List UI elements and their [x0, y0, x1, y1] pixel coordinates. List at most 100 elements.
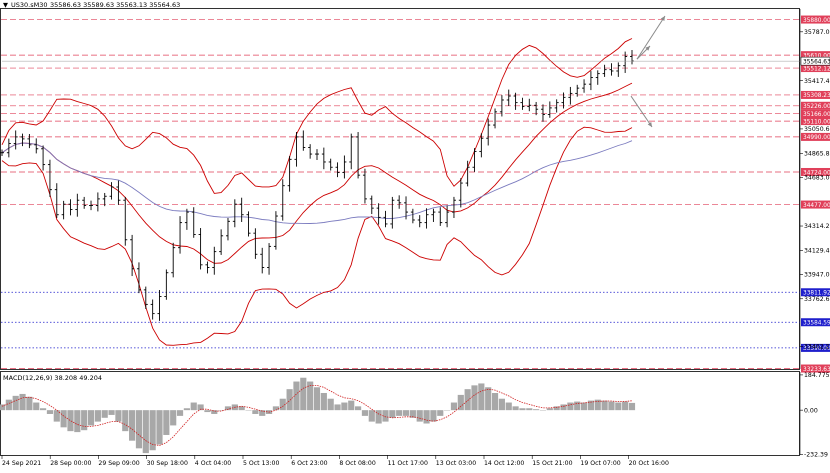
time-tick-label-3: 30 Sep 18:00	[147, 460, 188, 467]
macd-hist-bar-13	[88, 410, 94, 425]
macd-hist-bar-7	[47, 410, 53, 414]
macd-hist-bar-21	[143, 410, 149, 453]
symbol-dropdown-icon[interactable]: ▼	[3, 1, 8, 9]
price-tick-label-2: 35050.6	[804, 126, 830, 133]
macd-hist-bar-30	[204, 410, 210, 412]
macd-hist-bar-31	[211, 410, 217, 414]
macd-hist-bar-11	[74, 410, 80, 432]
macd-hist-bar-54	[369, 410, 375, 421]
macd-hist-bar-15	[102, 410, 108, 418]
macd-tick-label-2: -232.39	[804, 452, 828, 459]
time-tick-label-1: 28 Sep 00:00	[50, 460, 91, 467]
macd-hist-bar-48	[328, 399, 334, 410]
time-tick-label-6: 6 Oct 23:00	[291, 460, 327, 467]
level-tag-text-2: 35512.12	[803, 66, 830, 72]
time-tick-label-13: 20 Oct 16:00	[629, 460, 669, 467]
macd-hist-bar-68	[465, 389, 471, 410]
time-tick-label-5: 5 Oct 13:00	[243, 460, 279, 467]
price-tick-label-4: 34683.0	[804, 175, 830, 182]
price-tick-label-7: 33947.0	[804, 272, 830, 279]
macd-hist-bar-61	[417, 410, 423, 421]
macd-hist-bar-49	[334, 404, 340, 410]
macd-hist-bar-74	[506, 403, 512, 411]
macd-hist-bar-28	[191, 403, 197, 411]
macd-hist-bar-75	[513, 406, 519, 410]
macd-hist-bar-82	[560, 404, 566, 410]
level-tag-text-0: 35880.00	[803, 18, 830, 24]
time-tick-label-12: 19 Oct 07:00	[580, 460, 620, 467]
symbol-label: US30.sM30	[11, 1, 48, 9]
macd-hist-bar-78	[533, 409, 539, 410]
macd-hist-bar-2	[13, 396, 19, 410]
time-tick-label-2: 29 Sep 09:00	[98, 460, 139, 467]
level-tag-text-4: 35226.00	[803, 104, 830, 110]
macd-hist-bar-37	[252, 410, 258, 414]
macd-hist-bar-44	[300, 378, 306, 410]
macd-hist-bar-24	[163, 410, 169, 435]
level-tag-text-3: 35308.23	[803, 93, 830, 99]
macd-hist-bar-25	[170, 410, 176, 425]
macd-hist-bar-16	[108, 410, 114, 415]
macd-hist-bar-63	[430, 410, 436, 421]
level-tag-text-11: 33584.59	[803, 321, 830, 327]
macd-hist-bar-58	[396, 410, 402, 416]
time-tick-label-4: 4 Oct 04:00	[195, 460, 231, 467]
macd-hist-bar-1	[6, 400, 12, 410]
macd-hist-bar-57	[389, 410, 395, 418]
macd-hist-bar-73	[499, 399, 505, 410]
macd-hist-bar-59	[403, 410, 409, 416]
macd-hist-bar-85	[581, 403, 587, 411]
current-price-tag-text: 35564.63	[803, 59, 830, 65]
macd-hist-bar-9	[61, 410, 67, 427]
level-tag-text-9: 34477.00	[803, 203, 830, 209]
macd-hist-bar-10	[67, 410, 73, 431]
time-tick-label-10: 14 Oct 12:00	[484, 460, 524, 467]
macd-hist-bar-19	[129, 410, 135, 441]
macd-hist-bar-84	[574, 402, 580, 411]
price-tick-label-3: 34865.8	[804, 150, 830, 157]
macd-hist-bar-70	[478, 383, 484, 410]
macd-hist-bar-71	[485, 387, 491, 410]
price-tick-label-0: 35787.0	[804, 29, 830, 36]
macd-hist-bar-90	[615, 403, 621, 411]
time-tick-label-0: 24 Sep 2021	[2, 460, 41, 467]
macd-tick-label-0: 184.775	[804, 372, 830, 379]
macd-hist-bar-26	[177, 410, 183, 416]
time-tick-label-7: 8 Oct 08:00	[339, 460, 375, 467]
price-tick-label-1: 35417.4	[804, 78, 830, 85]
macd-hist-bar-92	[629, 403, 635, 410]
price-tick-label-8: 33762.6	[804, 296, 830, 303]
macd-hist-bar-14	[95, 410, 101, 421]
macd-hist-bar-4	[26, 397, 32, 410]
macd-hist-bar-77	[526, 408, 532, 410]
macd-hist-bar-46	[314, 387, 320, 410]
macd-hist-bar-47	[321, 393, 327, 410]
macd-hist-bar-20	[136, 410, 142, 448]
macd-tick-label-1: 0.00	[804, 407, 818, 414]
macd-hist-bar-51	[348, 401, 354, 411]
macd-hist-bar-76	[519, 408, 525, 410]
macd-hist-bar-72	[492, 393, 498, 410]
time-tick-label-9: 13 Oct 03:00	[436, 460, 476, 467]
macd-hist-bar-18	[122, 410, 128, 431]
macd-hist-bar-53	[362, 410, 368, 416]
time-tick-label-11: 15 Oct 21:00	[532, 460, 572, 467]
macd-hist-bar-23	[156, 410, 162, 444]
macd-hist-bar-5	[33, 403, 39, 411]
ohlc-readout: 35586.63 35589.63 35563.13 35564.63	[50, 1, 180, 9]
macd-hist-bar-89	[608, 402, 614, 411]
macd-indicator-label: MACD(12,26,9) 38.208 49.204	[3, 374, 102, 382]
macd-hist-bar-17	[115, 410, 121, 421]
price-tick-label-5: 34314.2	[804, 223, 830, 230]
macd-hist-bar-88	[602, 401, 608, 411]
macd-hist-bar-83	[567, 403, 573, 411]
level-tag-text-6: 35110.00	[803, 119, 830, 125]
time-tick-label-8: 11 Oct 17:00	[388, 460, 428, 467]
macd-hist-bar-42	[287, 389, 293, 410]
price-tick-label-9: 33402.2	[804, 343, 830, 350]
macd-hist-bar-8	[54, 410, 60, 421]
macd-hist-bar-62	[423, 410, 429, 423]
macd-hist-bar-40	[273, 406, 279, 410]
